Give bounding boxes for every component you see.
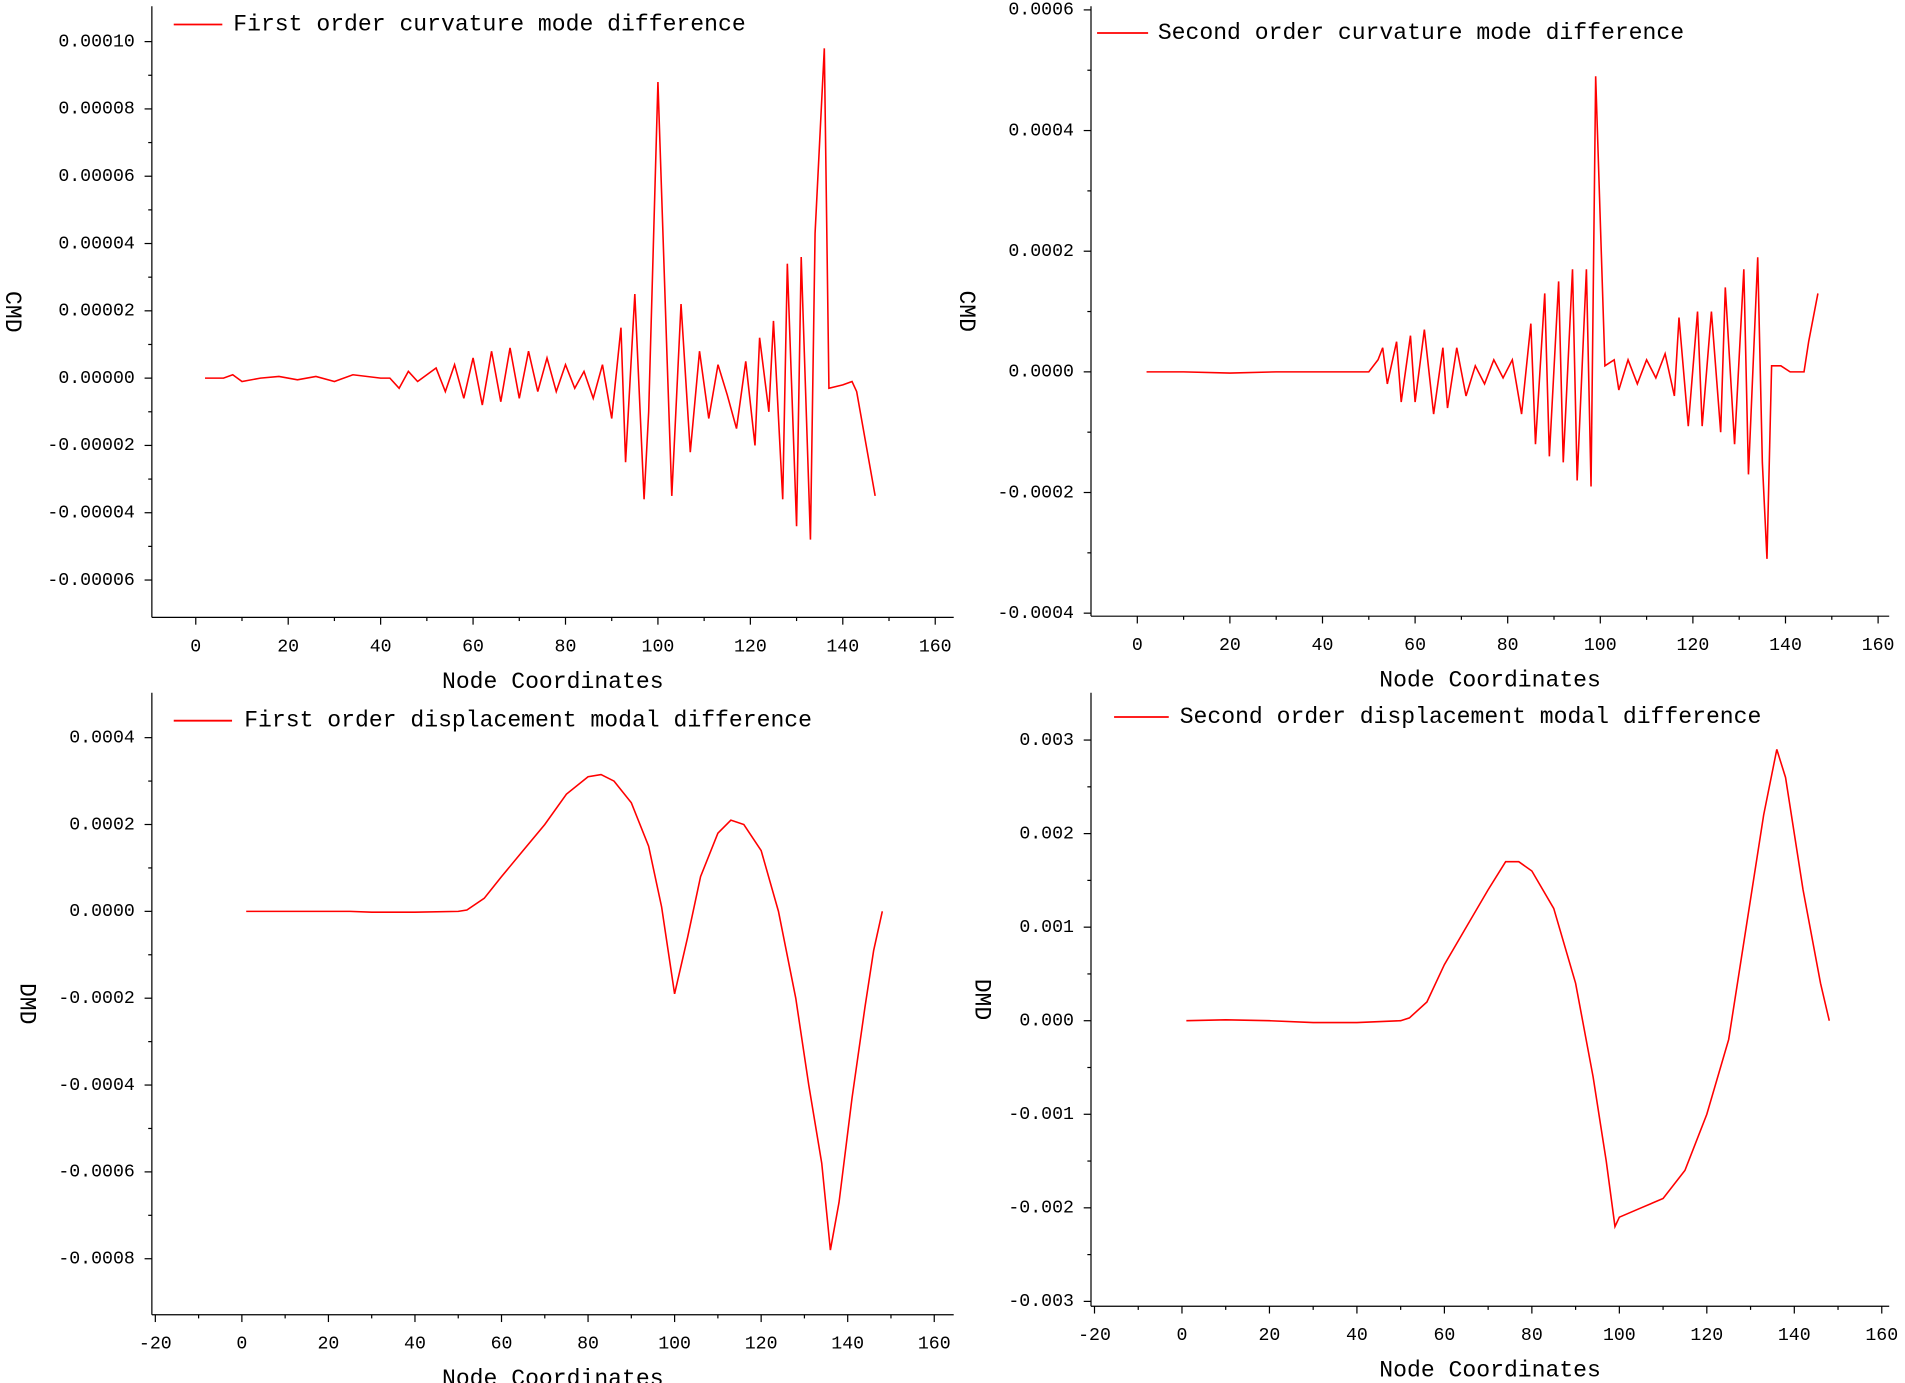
y-tick-label: 0.0000 — [1008, 363, 1074, 383]
y-tick-label: -0.0002 — [58, 989, 135, 1009]
y-tick-label: -0.00006 — [47, 571, 134, 591]
y-tick-label: 0.002 — [1019, 824, 1074, 844]
x-tick-label: 100 — [1584, 636, 1617, 656]
x-tick-label: 40 — [1346, 1326, 1368, 1346]
legend-label: Second order curvature mode difference — [1158, 20, 1684, 46]
y-axis-label: DMD — [969, 979, 995, 1021]
y-axis-label: CMD — [0, 291, 25, 333]
x-axis-label: Node Coordinates — [442, 1366, 664, 1383]
y-tick-label: 0.00006 — [58, 167, 135, 187]
y-axis-label: DMD — [14, 983, 40, 1025]
x-tick-label: -20 — [1078, 1326, 1111, 1346]
y-tick-label: 0.0002 — [69, 815, 135, 835]
y-tick-label: 0.00000 — [58, 369, 135, 389]
chart-panel: -20 0 20 40 60 80 100 120 140 160 -0.003 -0.002 -0.0… — [969, 692, 1898, 1383]
x-tick-label: 100 — [1603, 1326, 1636, 1346]
x-tick-label: 60 — [462, 637, 484, 657]
legend-label: Second order displacement modal differen… — [1180, 704, 1762, 730]
y-tick-label: 0.00002 — [58, 302, 135, 322]
legend-label: First order curvature mode difference — [233, 12, 745, 38]
x-tick-label: 160 — [918, 1335, 951, 1355]
x-tick-label: 100 — [642, 637, 675, 657]
x-tick-label: 100 — [658, 1335, 691, 1355]
y-axis-label: CMD — [953, 290, 979, 332]
y-tick-label: -0.0004 — [58, 1076, 135, 1096]
y-tick-label: -0.00004 — [47, 504, 135, 524]
y-tick-label: -0.0004 — [997, 604, 1074, 624]
x-tick-label: 0 — [1132, 636, 1143, 656]
x-tick-label: 20 — [1219, 636, 1241, 656]
chart-panel: 0 20 40 60 80 100 120 140 160 -0.0004 -0.0002 0.000… — [953, 1, 1895, 694]
x-tick-label: 0 — [236, 1335, 247, 1355]
x-tick-label: 60 — [491, 1335, 513, 1355]
y-tick-label: 0.0000 — [69, 902, 135, 922]
x-tick-label: 160 — [919, 637, 952, 657]
x-axis-label: Node Coordinates — [1379, 1358, 1601, 1383]
data-line — [205, 48, 876, 540]
data-line — [246, 773, 884, 1251]
x-tick-label: 40 — [404, 1335, 426, 1355]
y-tick-label: -0.0002 — [997, 483, 1074, 503]
y-tick-label: 0.000 — [1019, 1012, 1074, 1032]
y-tick-label: -0.00002 — [47, 436, 134, 456]
legend-label: First order displacement modal differenc… — [244, 708, 812, 734]
y-tick-label: -0.003 — [1008, 1292, 1074, 1312]
x-tick-label: 120 — [1676, 636, 1709, 656]
x-axis-label: Node Coordinates — [442, 669, 664, 695]
x-tick-label: 0 — [1177, 1326, 1188, 1346]
y-tick-label: 0.0004 — [69, 728, 135, 748]
x-tick-label: 120 — [734, 637, 767, 657]
x-tick-label: 40 — [1312, 636, 1334, 656]
data-line — [1146, 76, 1819, 559]
y-tick-label: -0.0006 — [58, 1163, 135, 1183]
chart-panel: -20 0 20 40 60 80 100 120 140 160 -0.0008 -0.0006 -0… — [14, 692, 954, 1383]
y-tick-label: 0.00008 — [58, 100, 135, 120]
y-tick-label: 0.00004 — [58, 234, 135, 254]
y-tick-label: -0.002 — [1008, 1199, 1074, 1219]
x-tick-label: 140 — [826, 637, 859, 657]
y-tick-label: 0.00010 — [58, 32, 135, 52]
y-tick-label: 0.0004 — [1008, 121, 1074, 141]
y-tick-label: 0.001 — [1019, 918, 1074, 938]
x-tick-label: 40 — [370, 637, 392, 657]
x-tick-label: 20 — [277, 637, 299, 657]
x-tick-label: 160 — [1865, 1326, 1898, 1346]
y-tick-label: 0.0002 — [1008, 242, 1074, 262]
x-tick-label: 60 — [1433, 1326, 1455, 1346]
data-line — [1186, 749, 1831, 1230]
x-tick-label: 140 — [1778, 1326, 1811, 1346]
y-tick-label: -0.001 — [1008, 1105, 1074, 1125]
x-tick-label: 120 — [745, 1335, 778, 1355]
x-tick-label: 140 — [1769, 636, 1802, 656]
chart-panel: 0 20 40 60 80 100 120 140 160 -0.00006 -0.00004 -0.… — [0, 6, 954, 695]
y-tick-label: 0.003 — [1019, 731, 1074, 751]
x-tick-label: 20 — [317, 1335, 339, 1355]
x-tick-label: 120 — [1690, 1326, 1723, 1346]
x-tick-label: 80 — [555, 637, 577, 657]
x-tick-label: -20 — [139, 1335, 172, 1355]
x-axis-label: Node Coordinates — [1379, 668, 1601, 694]
x-tick-label: 20 — [1259, 1326, 1281, 1346]
x-tick-label: 60 — [1404, 636, 1426, 656]
x-tick-label: 0 — [190, 637, 201, 657]
x-tick-label: 160 — [1862, 636, 1895, 656]
y-tick-label: -0.0008 — [58, 1250, 135, 1270]
x-tick-label: 140 — [831, 1335, 864, 1355]
x-tick-label: 80 — [1521, 1326, 1543, 1346]
x-tick-label: 80 — [1497, 636, 1519, 656]
y-tick-label: 0.0006 — [1008, 1, 1074, 21]
x-tick-label: 80 — [577, 1335, 599, 1355]
